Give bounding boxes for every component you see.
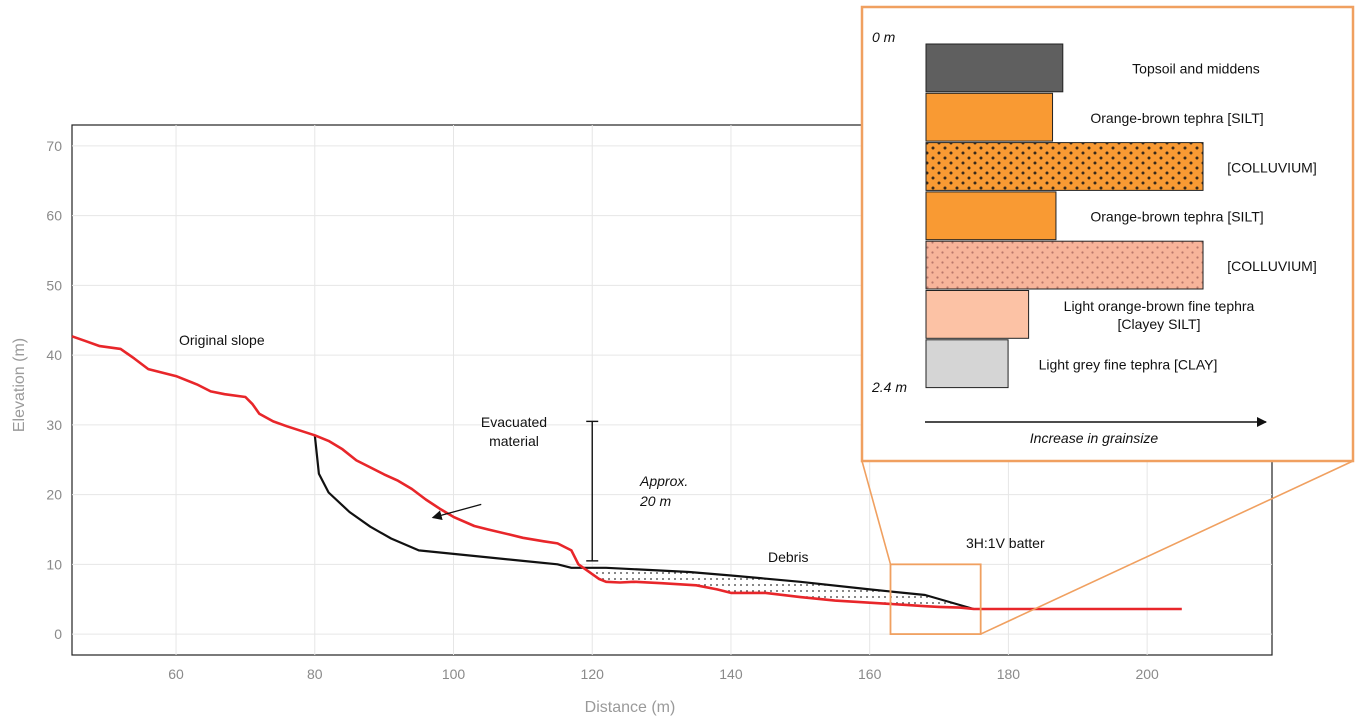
evacuated-label-line2: material: [489, 433, 539, 449]
inset-top-depth: 0 m: [872, 29, 896, 45]
layer-label: Light grey fine tephra [CLAY]: [1039, 356, 1218, 372]
x-tick-label: 100: [442, 666, 466, 682]
current-profile-line: [313, 435, 975, 611]
layer-label: Orange-brown tephra [SILT]: [1090, 110, 1263, 126]
approx-label-line1: Approx.: [639, 473, 688, 489]
approx-label-line2: 20 m: [639, 493, 671, 509]
evacuated-label-line1: Evacuated: [481, 414, 547, 430]
stratigraphy-layer: [925, 92, 1054, 142]
stratigraphy-inset: 0 m 2.4 m Topsoil and middens Orange-brow…: [860, 5, 1355, 463]
y-tick-label: 10: [46, 556, 62, 572]
stratigraphy-layer: [925, 339, 1009, 389]
inset-connector-left: [861, 460, 892, 565]
stratigraphy-layer: [925, 240, 1204, 290]
series-lines: [71, 335, 1182, 611]
x-tick-label: 200: [1135, 666, 1159, 682]
y-tick-label: 20: [46, 487, 62, 503]
original-slope-label: Original slope: [179, 332, 265, 348]
debris-area: [585, 567, 974, 609]
y-axis-title: Elevation (m): [11, 338, 28, 432]
approx-height-bar: [586, 420, 599, 562]
layer-label: Topsoil and middens: [1132, 61, 1260, 77]
stratigraphy-layer: [925, 191, 1057, 241]
layer-label: [COLLUVIUM]: [1227, 159, 1316, 175]
x-tick-label: 80: [307, 666, 323, 682]
y-tick-label: 60: [46, 208, 62, 224]
x-tick-label: 120: [581, 666, 605, 682]
stratigraphy-layers: Topsoil and middens Orange-brown tephra […: [925, 43, 1317, 389]
y-tick-labels: 0 10 20 30 40 50 60 70: [46, 138, 62, 642]
x-tick-label: 140: [719, 666, 743, 682]
y-tick-label: 30: [46, 417, 62, 433]
x-tick-label: 60: [168, 666, 184, 682]
layer-label: [COLLUVIUM]: [1227, 258, 1316, 274]
evacuated-arrow: [431, 503, 482, 521]
grainsize-axis-label: Increase in grainsize: [1030, 430, 1159, 446]
y-tick-label: 50: [46, 277, 62, 293]
grid-lines: [72, 125, 1272, 655]
x-tick-labels: 60 80 100 120 140 160 180 200: [168, 666, 1159, 682]
stratigraphy-layer: [925, 290, 1030, 339]
inset-connector-right: [980, 460, 1354, 635]
inset-bottom-depth: 2.4 m: [871, 379, 907, 395]
layer-label: [Clayey SILT]: [1118, 316, 1201, 332]
debris-label: Debris: [768, 549, 808, 565]
debris-fill: [585, 567, 974, 609]
x-axis-title: Distance (m): [585, 699, 676, 716]
layer-label: Light orange-brown fine tephra: [1064, 298, 1255, 314]
x-tick-label: 160: [858, 666, 882, 682]
original-profile-line: [71, 335, 1182, 611]
stratigraphy-layer: [925, 43, 1064, 93]
stratigraphy-layer: [925, 142, 1204, 191]
y-tick-label: 40: [46, 347, 62, 363]
batter-highlight-box: [889, 563, 982, 635]
y-tick-label: 70: [46, 138, 62, 154]
y-tick-label: 0: [54, 626, 62, 642]
batter-label: 3H:1V batter: [966, 535, 1045, 551]
x-tick-label: 180: [997, 666, 1021, 682]
layer-label: Orange-brown tephra [SILT]: [1090, 209, 1263, 225]
